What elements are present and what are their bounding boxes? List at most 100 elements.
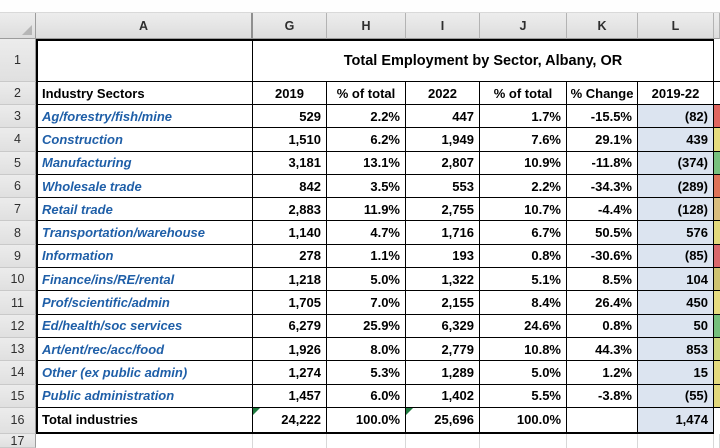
column-header-L[interactable]: L	[638, 13, 714, 39]
column-header-H[interactable]: H	[327, 13, 406, 39]
cell-pct-2022-r14[interactable]: 5.0%	[480, 361, 567, 385]
cell-diff-r3[interactable]: (82)	[638, 105, 714, 129]
cell-pct-2022-r15[interactable]: 5.5%	[480, 384, 567, 408]
sheet-title[interactable]: Total Employment by Sector, Albany, OR	[253, 39, 714, 82]
cell-2019-r9[interactable]: 278	[253, 244, 327, 269]
row-header-r15[interactable]: 15	[0, 384, 36, 408]
cell-pct-change-r14[interactable]: 1.2%	[567, 361, 638, 385]
cell-I17[interactable]	[406, 433, 480, 448]
cell-2019-r14[interactable]: 1,274	[253, 361, 327, 385]
cell-pct-2019-r8[interactable]: 4.7%	[327, 221, 406, 245]
cell-sector-r5[interactable]: Manufacturing	[36, 151, 253, 175]
cell-sector-r15[interactable]: Public administration	[36, 384, 253, 408]
cell-pct-2019-r11[interactable]: 7.0%	[327, 291, 406, 315]
cell-pct-2022-r10[interactable]: 5.1%	[480, 268, 567, 292]
row-header-1[interactable]: 1	[0, 39, 36, 82]
cell-sector-r14[interactable]: Other (ex public admin)	[36, 361, 253, 385]
cell-2019-r4[interactable]: 1,510	[253, 128, 327, 152]
cell-diff-r6[interactable]: (289)	[638, 174, 714, 199]
cell-pct-2022-r3[interactable]: 1.7%	[480, 105, 567, 129]
cell-2019-r10[interactable]: 1,218	[253, 268, 327, 292]
cell-sector-r3[interactable]: Ag/forestry/fish/mine	[36, 105, 253, 129]
cell-diff-r10[interactable]: 104	[638, 268, 714, 292]
row-header-r6[interactable]: 6	[0, 174, 36, 199]
row-header-r11[interactable]: 11	[0, 291, 36, 315]
cell-pct-2019-r10[interactable]: 5.0%	[327, 268, 406, 292]
cell-sector-r11[interactable]: Prof/scientific/admin	[36, 291, 253, 315]
cell-pct-2022-r13[interactable]: 10.8%	[480, 337, 567, 362]
cell-J17[interactable]	[480, 433, 567, 448]
cell-2019-r3[interactable]: 529	[253, 105, 327, 129]
row-header-r9[interactable]: 9	[0, 244, 36, 269]
cell-2022-r9[interactable]: 193	[406, 244, 480, 269]
cell-pct-change-r16[interactable]	[567, 407, 638, 434]
cell-sector-r13[interactable]: Art/ent/rec/acc/food	[36, 337, 253, 362]
row-header-r4[interactable]: 4	[0, 128, 36, 152]
cell-K17[interactable]	[567, 433, 638, 448]
row-header-r5[interactable]: 5	[0, 151, 36, 175]
header-2019-22[interactable]: 2019-22	[638, 82, 714, 105]
cell-pct-change-r13[interactable]: 44.3%	[567, 337, 638, 362]
cell-A1[interactable]	[36, 39, 253, 82]
cell-pct-2022-r4[interactable]: 7.6%	[480, 128, 567, 152]
cell-diff-r7[interactable]: (128)	[638, 198, 714, 222]
cell-pct-change-r15[interactable]: -3.8%	[567, 384, 638, 408]
cell-pct-2019-r5[interactable]: 13.1%	[327, 151, 406, 175]
cell-pct-change-r3[interactable]: -15.5%	[567, 105, 638, 129]
row-header-r16[interactable]: 16	[0, 407, 36, 434]
cell-pct-2019-r14[interactable]: 5.3%	[327, 361, 406, 385]
cell-diff-r12[interactable]: 50	[638, 314, 714, 338]
cell-H17[interactable]	[327, 433, 406, 448]
row-header-r8[interactable]: 8	[0, 221, 36, 245]
cell-pct-2019-r13[interactable]: 8.0%	[327, 337, 406, 362]
cell-pct-2022-r7[interactable]: 10.7%	[480, 198, 567, 222]
row-header-2[interactable]: 2	[0, 82, 36, 105]
cell-A17[interactable]	[36, 433, 253, 448]
cell-pct-2022-r11[interactable]: 8.4%	[480, 291, 567, 315]
row-header-17[interactable]: 17	[0, 433, 36, 448]
cell-pct-change-r12[interactable]: 0.8%	[567, 314, 638, 338]
cell-sector-r4[interactable]: Construction	[36, 128, 253, 152]
cell-2019-r13[interactable]: 1,926	[253, 337, 327, 362]
cell-pct-change-r7[interactable]: -4.4%	[567, 198, 638, 222]
cell-pct-change-r9[interactable]: -30.6%	[567, 244, 638, 269]
cell-pct-2022-r9[interactable]: 0.8%	[480, 244, 567, 269]
cell-sector-r8[interactable]: Transportation/warehouse	[36, 221, 253, 245]
cell-sector-r7[interactable]: Retail trade	[36, 198, 253, 222]
cell-2022-r13[interactable]: 2,779	[406, 337, 480, 362]
cell-pct-change-r4[interactable]: 29.1%	[567, 128, 638, 152]
cell-2019-r7[interactable]: 2,883	[253, 198, 327, 222]
cell-2022-r16[interactable]: 25,696	[406, 407, 480, 434]
cell-sector-r12[interactable]: Ed/health/soc services	[36, 314, 253, 338]
cell-2022-r12[interactable]: 6,329	[406, 314, 480, 338]
cell-diff-r11[interactable]: 450	[638, 291, 714, 315]
column-header-K[interactable]: K	[567, 13, 638, 39]
cell-2022-r4[interactable]: 1,949	[406, 128, 480, 152]
cell-pct-2019-r3[interactable]: 2.2%	[327, 105, 406, 129]
cell-2019-r5[interactable]: 3,181	[253, 151, 327, 175]
column-header-J[interactable]: J	[480, 13, 567, 39]
cell-2022-r10[interactable]: 1,322	[406, 268, 480, 292]
cell-diff-r13[interactable]: 853	[638, 337, 714, 362]
header-pct-2019[interactable]: % of total	[327, 82, 406, 105]
cell-diff-r8[interactable]: 576	[638, 221, 714, 245]
cell-2019-r8[interactable]: 1,140	[253, 221, 327, 245]
column-header-A[interactable]: A	[36, 13, 253, 39]
cell-L17[interactable]	[638, 433, 714, 448]
cell-diff-r16[interactable]: 1,474	[638, 407, 714, 434]
cell-sector-r9[interactable]: Information	[36, 244, 253, 269]
cell-sector-r6[interactable]: Wholesale trade	[36, 174, 253, 199]
cell-2019-r11[interactable]: 1,705	[253, 291, 327, 315]
cell-pct-2019-r16[interactable]: 100.0%	[327, 407, 406, 434]
cell-2019-r6[interactable]: 842	[253, 174, 327, 199]
row-header-r3[interactable]: 3	[0, 105, 36, 129]
row-header-r12[interactable]: 12	[0, 314, 36, 338]
cell-pct-change-r5[interactable]: -11.8%	[567, 151, 638, 175]
cell-pct-change-r11[interactable]: 26.4%	[567, 291, 638, 315]
header-pct-change[interactable]: % Change	[567, 82, 638, 105]
header-pct-2022[interactable]: % of total	[480, 82, 567, 105]
cell-pct-2022-r6[interactable]: 2.2%	[480, 174, 567, 199]
cell-2019-r16[interactable]: 24,222	[253, 407, 327, 434]
cell-pct-2022-r5[interactable]: 10.9%	[480, 151, 567, 175]
select-all-button[interactable]	[0, 13, 36, 39]
